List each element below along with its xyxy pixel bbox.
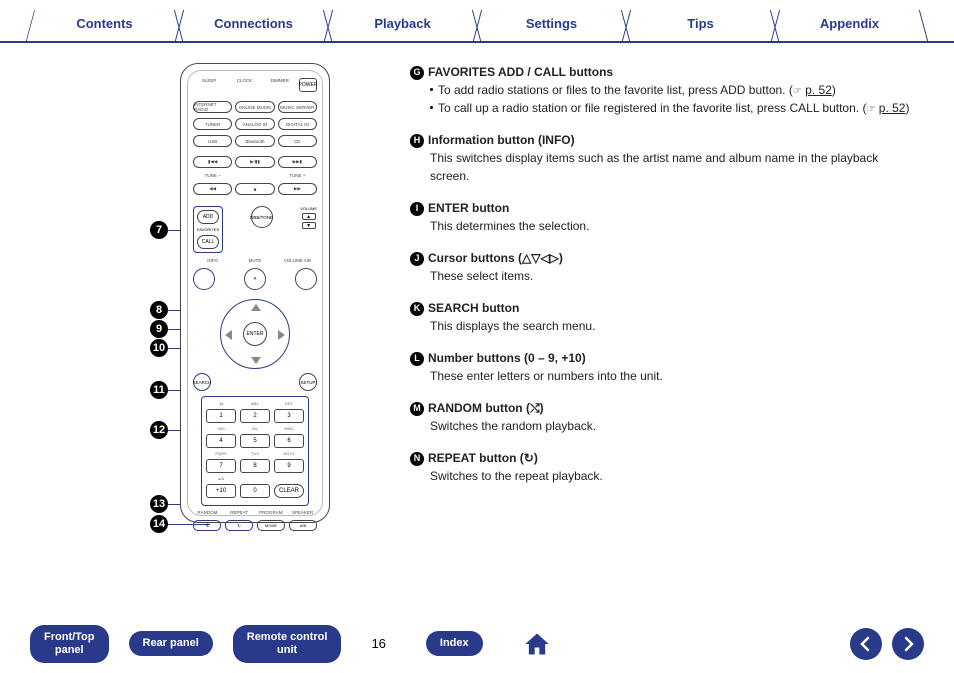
- nav-tab-contents[interactable]: Contents: [30, 10, 179, 41]
- callout-9: 9: [150, 320, 168, 338]
- callout-7: 7: [150, 221, 168, 239]
- top-nav: Contents Connections Playback Settings T…: [0, 0, 954, 43]
- desc-num-7: G: [410, 66, 424, 80]
- page-number: 16: [371, 636, 385, 651]
- nav-tab-tips[interactable]: Tips: [626, 10, 775, 41]
- nav-tab-appendix[interactable]: Appendix: [775, 10, 924, 41]
- nav-tab-connections[interactable]: Connections: [179, 10, 328, 41]
- desc-9: IENTER button This determines the select…: [410, 199, 914, 235]
- page-link[interactable]: p. 52: [879, 101, 906, 115]
- next-page-button[interactable]: [892, 628, 924, 660]
- remote-illustration: SLEEPCLOCKDIMMERPOWER INTERNET RADIOONLI…: [180, 63, 330, 523]
- callout-10: 10: [150, 339, 168, 357]
- nav-tab-settings[interactable]: Settings: [477, 10, 626, 41]
- descriptions-column: GFAVORITES ADD / CALL buttons To add rad…: [380, 63, 914, 603]
- callout-13: 13: [150, 495, 168, 513]
- desc-11: KSEARCH button This displays the search …: [410, 299, 914, 335]
- callout-11: 11: [150, 381, 168, 399]
- callout-14: 14: [150, 515, 168, 533]
- pill-rear-panel[interactable]: Rear panel: [129, 631, 213, 656]
- page-link[interactable]: p. 52: [805, 83, 832, 97]
- home-icon[interactable]: [523, 630, 551, 658]
- prev-page-button[interactable]: [850, 628, 882, 660]
- bottom-nav: Front/Toppanel Rear panel Remote control…: [0, 625, 954, 663]
- main-content: 7 8 9 10 11 12 13 14 SLEEPCLOCKDIMMERPOW…: [0, 43, 954, 603]
- desc-12: LNumber buttons (0 – 9, +10) These enter…: [410, 349, 914, 385]
- remote-diagram-column: 7 8 9 10 11 12 13 14 SLEEPCLOCKDIMMERPOW…: [100, 63, 380, 603]
- pill-front-top[interactable]: Front/Toppanel: [30, 625, 109, 663]
- callout-12: 12: [150, 421, 168, 439]
- desc-8: HInformation button (INFO) This switches…: [410, 131, 914, 185]
- nav-tab-playback[interactable]: Playback: [328, 10, 477, 41]
- desc-13: MRANDOM button (⤭) Switches the random p…: [410, 399, 914, 435]
- pill-remote[interactable]: Remote controlunit: [233, 625, 342, 663]
- desc-7: GFAVORITES ADD / CALL buttons To add rad…: [410, 63, 914, 117]
- desc-10: JCursor buttons (△▽◁▷) These select item…: [410, 249, 914, 285]
- callout-8: 8: [150, 301, 168, 319]
- pill-index[interactable]: Index: [426, 631, 483, 656]
- desc-14: NREPEAT button (↻) Switches to the repea…: [410, 449, 914, 485]
